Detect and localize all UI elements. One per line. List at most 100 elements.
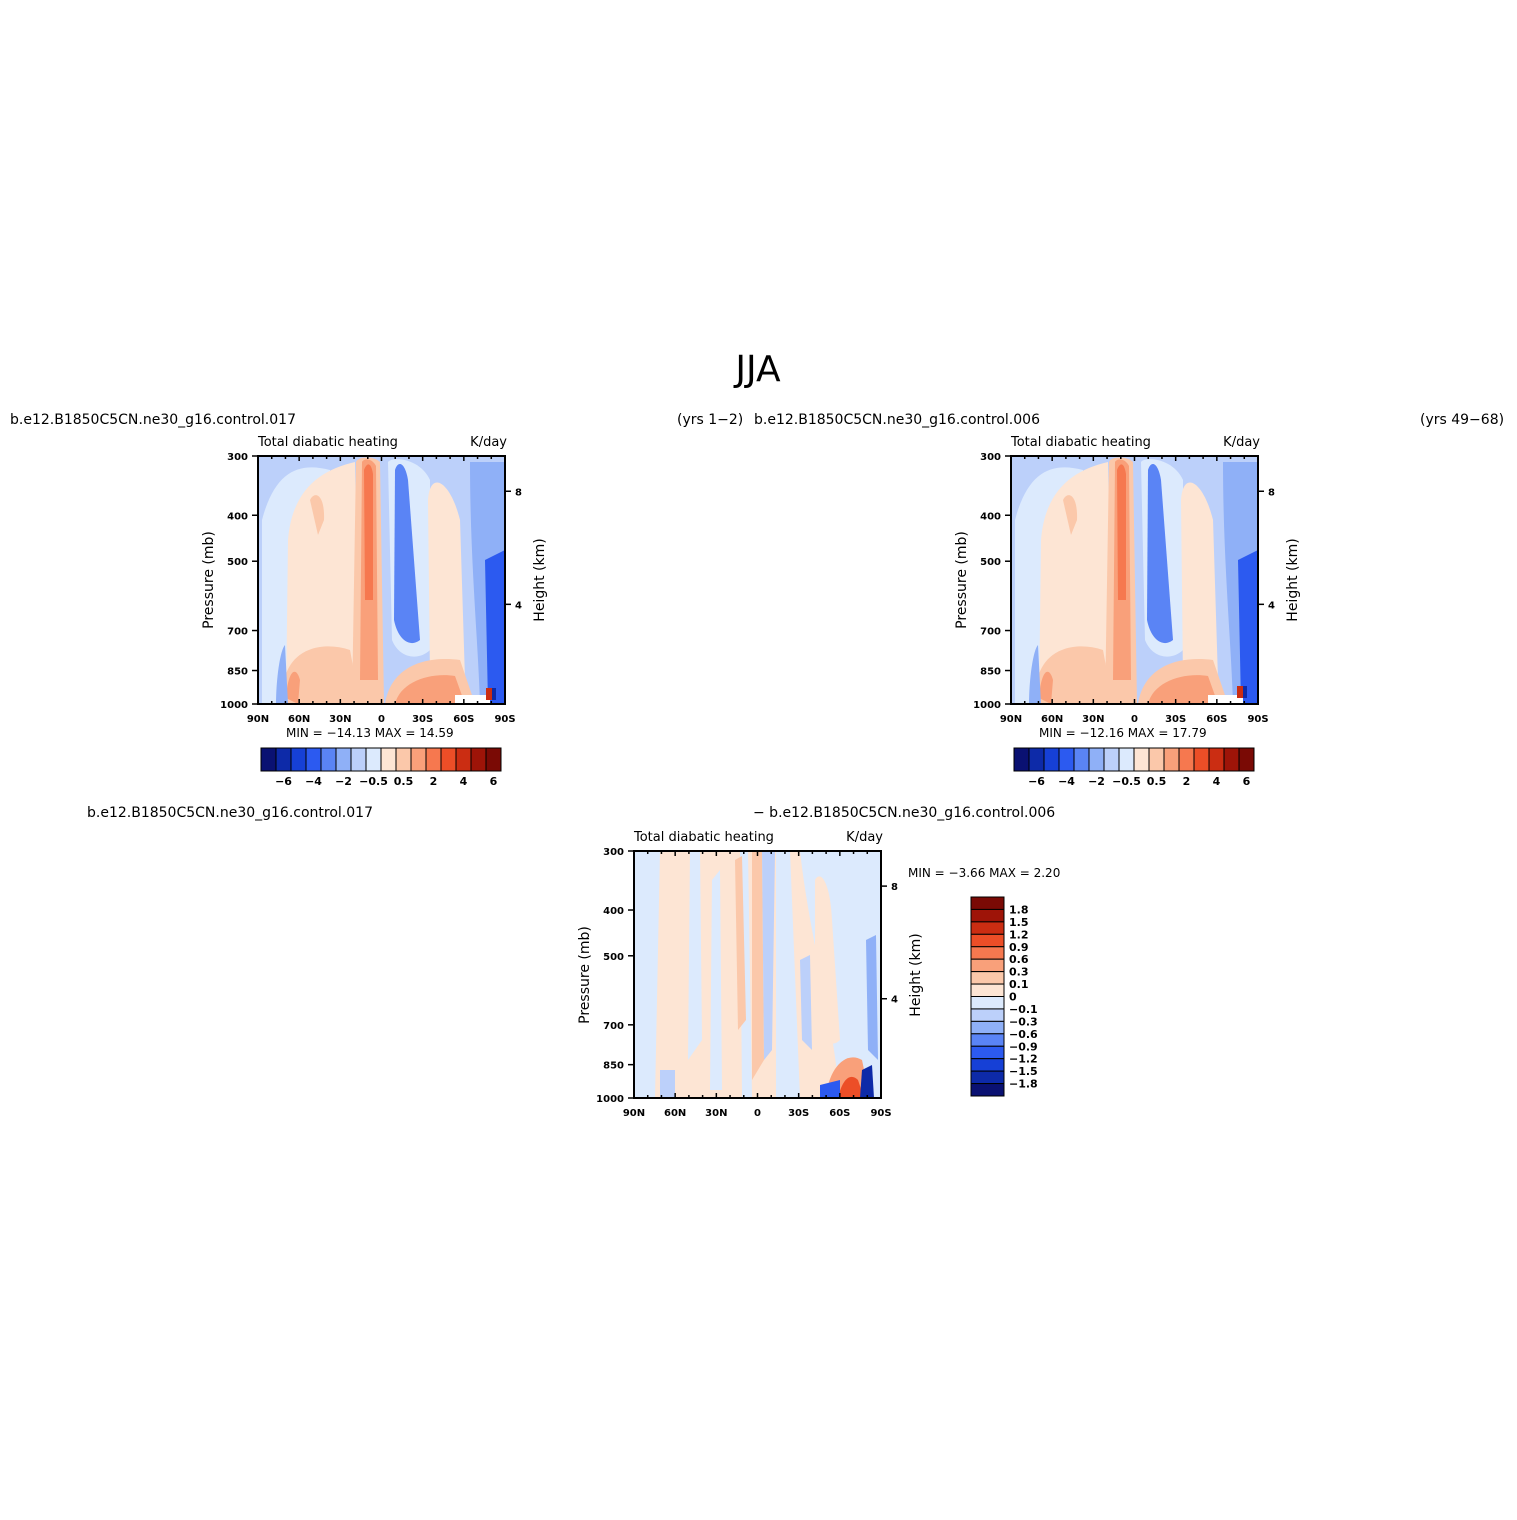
colorbar-swatch: [1043, 747, 1060, 772]
colorbar-swatch: [970, 946, 1005, 960]
colorbar-label: −0.3: [1009, 1015, 1038, 1028]
colorbar-label: −1.2: [1009, 1053, 1038, 1066]
colorbar-swatch: [425, 747, 442, 772]
colorbar-swatch: [335, 747, 352, 772]
y-tick-label: 1000: [596, 1094, 624, 1105]
x-tick-label: 90N: [247, 714, 269, 725]
x-tick-label: 60S: [1206, 714, 1227, 725]
y-tick-label: 300: [603, 847, 624, 858]
y-tick-label: 850: [227, 667, 248, 678]
panel-1-colorbar: −6 −4 −2 −0.5 0.5 2 4 6: [260, 747, 502, 788]
panel-2-stats: MIN = −12.16 MAX = 17.79: [1039, 726, 1207, 740]
colorbar-swatch: [970, 921, 1005, 935]
colorbar-swatch: [1148, 747, 1165, 772]
y-right-tick-label: 4: [891, 995, 898, 1006]
x-tick-label: 60N: [1041, 714, 1063, 725]
colorbar-label: 0.6: [1009, 953, 1029, 966]
colorbar-swatch: [970, 896, 1005, 910]
panel-3-ylabel: Pressure (mb): [577, 926, 593, 1024]
colorbar-swatch: [320, 747, 337, 772]
y-right-tick-label: 4: [515, 600, 522, 611]
panel-1-y-ticks: 300 400 500 700 850 1000: [220, 452, 258, 711]
panel-1-stats: MIN = −14.13 MAX = 14.59: [286, 726, 454, 740]
panel-2-ylabel: Pressure (mb): [954, 531, 970, 629]
colorbar-label: −1.5: [1009, 1065, 1038, 1078]
colorbar-label: 2: [1183, 775, 1191, 788]
colorbar-label: 1.8: [1009, 903, 1029, 916]
colorbar-swatch: [1058, 747, 1075, 772]
colorbar-label: −2: [335, 775, 352, 788]
panel-1: b.e12.B1850C5CN.ne30_g16.control.017 (yr…: [10, 412, 743, 788]
colorbar-label: 1.2: [1009, 928, 1029, 941]
colorbar-label: −6: [275, 775, 292, 788]
panel-1-left-title: Total diabatic heating: [257, 435, 398, 450]
panel-3: b.e12.B1850C5CN.ne30_g16.control.017 − b…: [87, 805, 1060, 1119]
colorbar-swatch: [365, 747, 382, 772]
colorbar-swatch: [970, 1033, 1005, 1047]
panel-3-y-ticks: 300 400 500 700 850 1000: [596, 847, 634, 1105]
colorbar-label: 0.5: [394, 775, 414, 788]
colorbar-swatch: [970, 983, 1005, 997]
panel-3-y-right-ticks: 84: [881, 882, 898, 1006]
y-right-tick-label: 8: [515, 487, 522, 498]
panel-3-units: K/day: [846, 830, 883, 845]
colorbar-swatch: [970, 996, 1005, 1010]
colorbar-label: 0.3: [1009, 966, 1029, 979]
y-tick-label: 850: [980, 667, 1001, 678]
colorbar-swatch: [470, 747, 487, 772]
x-tick-label: 60S: [829, 1108, 850, 1119]
colorbar-swatch: [1073, 747, 1090, 772]
x-tick-label: 90S: [494, 714, 515, 725]
y-right-tick-label: 8: [1268, 487, 1275, 498]
panel-2-case-name: b.e12.B1850C5CN.ne30_g16.control.006: [754, 412, 1040, 428]
panel-2-field: [1011, 456, 1258, 704]
panel-1-x-ticks: 90N 60N 30N 0 30S 60S 90S: [247, 456, 516, 725]
colorbar-swatch: [1223, 747, 1240, 772]
colorbar-swatch: [970, 933, 1005, 948]
colorbar-label: 6: [1243, 775, 1251, 788]
panel-2-years: (yrs 49−68): [1420, 412, 1504, 428]
colorbar-label: −4: [305, 775, 322, 788]
colorbar-swatch: [1163, 747, 1180, 772]
colorbar-label: −0.5: [1112, 775, 1141, 788]
panel-1-ylabel-right: Height (km): [532, 538, 548, 621]
y-tick-label: 400: [603, 906, 624, 917]
panel-2-y-ticks: 300 400 500 700 850 1000: [973, 452, 1011, 711]
x-tick-label: 0: [1131, 714, 1138, 725]
x-tick-label: 90N: [623, 1108, 645, 1119]
y-tick-label: 500: [603, 952, 624, 963]
colorbar-label: −4: [1058, 775, 1075, 788]
panel-3-case-right: − b.e12.B1850C5CN.ne30_g16.control.006: [753, 805, 1055, 821]
panel-2-ylabel-right: Height (km): [1285, 538, 1301, 621]
x-tick-label: 30S: [1165, 714, 1186, 725]
panel-2: b.e12.B1850C5CN.ne30_g16.control.006 (yr…: [754, 412, 1504, 788]
colorbar-label: 0.9: [1009, 941, 1029, 954]
panel-1-y-right-ticks: 84: [505, 487, 522, 611]
y-tick-label: 500: [980, 557, 1001, 568]
colorbar-label: 1.5: [1009, 916, 1029, 929]
panel-3-colorbar: 1.81.51.20.90.60.30.10−0.1−0.3−0.6−0.9−1…: [970, 896, 1038, 1097]
colorbar-swatch: [380, 747, 397, 772]
colorbar-swatch: [290, 747, 307, 772]
y-tick-label: 1000: [973, 700, 1001, 711]
colorbar-swatch: [1103, 747, 1120, 772]
x-tick-label: 30S: [788, 1108, 809, 1119]
colorbar-swatch: [970, 1020, 1005, 1035]
y-tick-label: 850: [603, 1061, 624, 1072]
colorbar-label: −0.1: [1009, 1003, 1038, 1016]
x-tick-label: 30N: [1082, 714, 1104, 725]
colorbar-swatch: [1193, 747, 1210, 772]
page-title: JJA: [733, 349, 781, 390]
panel-3-x-ticks: 90N 60N 30N 0 30S 60S 90S: [623, 851, 892, 1119]
colorbar-swatch: [970, 1058, 1005, 1072]
y-tick-label: 400: [227, 511, 248, 522]
panel-3-stats: MIN = −3.66 MAX = 2.20: [908, 866, 1060, 880]
colorbar-swatch: [305, 747, 322, 772]
panel-2-y-right-ticks: 84: [1258, 487, 1275, 611]
colorbar-label: −6: [1028, 775, 1045, 788]
colorbar-label: 4: [1213, 775, 1221, 788]
colorbar-swatch: [1178, 747, 1195, 772]
colorbar-label: −0.9: [1009, 1040, 1038, 1053]
y-right-tick-label: 4: [1268, 600, 1275, 611]
